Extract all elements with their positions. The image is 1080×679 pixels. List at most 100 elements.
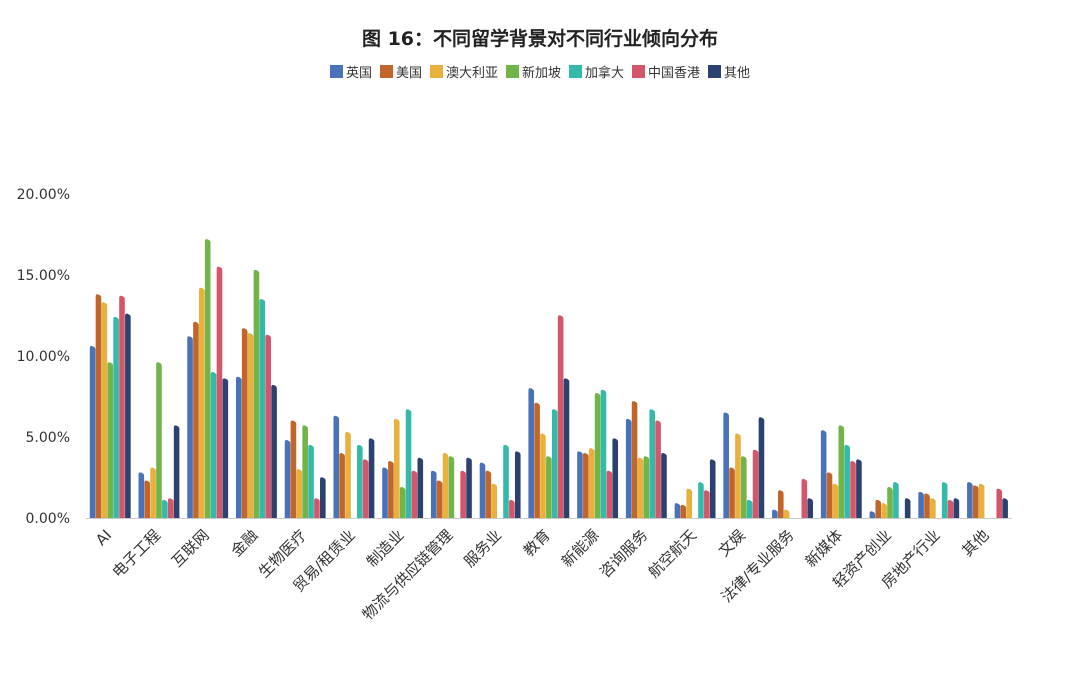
bar-其他-航空航天 bbox=[709, 459, 716, 518]
bar-加拿大-服务业 bbox=[503, 444, 509, 518]
legend-swatch bbox=[429, 65, 443, 78]
bar-其他-咨询服务 bbox=[661, 452, 667, 518]
bar-其他-电子工程 bbox=[173, 425, 180, 518]
legend-swatch bbox=[569, 65, 582, 78]
bar-美国-AI bbox=[95, 294, 102, 518]
bar-英国-其他 bbox=[967, 482, 973, 518]
x-tick-label: 文娱 bbox=[715, 526, 749, 560]
bar-新加坡-生物医疗 bbox=[302, 425, 308, 518]
bar-澳大利亚-服务业 bbox=[491, 483, 498, 518]
bar-美国-法律/专业服务 bbox=[777, 490, 784, 518]
x-tick-label: 新媒体 bbox=[802, 526, 847, 571]
bar-新加坡-文娱 bbox=[741, 456, 747, 518]
bar-澳大利亚-生物医疗 bbox=[296, 469, 303, 518]
legend-label: 英国 bbox=[345, 66, 372, 81]
bar-新加坡-新能源 bbox=[594, 393, 601, 518]
bar-新加坡-AI bbox=[107, 362, 114, 518]
bar-英国-房地产行业 bbox=[918, 491, 924, 518]
bar-澳大利亚-教育 bbox=[540, 433, 546, 518]
bar-中国香港-新媒体 bbox=[850, 461, 856, 518]
bar-澳大利亚-AI bbox=[101, 302, 108, 518]
bar-新加坡-教育 bbox=[546, 456, 552, 518]
legend-label: 中国香港 bbox=[648, 66, 701, 81]
bar-英国-贸易/租赁业 bbox=[333, 415, 340, 518]
bar-加拿大-房地产行业 bbox=[941, 482, 948, 518]
chart-title: 图 16：不同留学背景对不同行业倾向分布 bbox=[361, 28, 719, 50]
bar-其他-互联网 bbox=[222, 378, 229, 518]
y-tick-label: 15.00% bbox=[17, 268, 70, 284]
bar-中国香港-文娱 bbox=[752, 449, 759, 518]
bar-加拿大-生物医疗 bbox=[308, 444, 314, 518]
bar-美国-轻资产创业 bbox=[875, 499, 882, 518]
legend-label: 加拿大 bbox=[585, 66, 625, 81]
bar-中国香港-金融 bbox=[265, 334, 271, 518]
legend-item[interactable]: 美国 bbox=[379, 62, 422, 81]
x-tick-label: 电子工程 bbox=[109, 526, 164, 581]
bar-英国-电子工程 bbox=[138, 472, 145, 518]
bar-其他-新媒体 bbox=[856, 459, 862, 518]
bar-美国-其他 bbox=[972, 485, 979, 518]
bar-英国-新能源 bbox=[577, 451, 583, 518]
y-tick-label: 20.00% bbox=[17, 187, 70, 203]
bar-美国-教育 bbox=[534, 402, 540, 518]
legend-label: 美国 bbox=[395, 66, 422, 81]
legend-item[interactable]: 其他 bbox=[708, 62, 750, 81]
legend-item[interactable]: 新加坡 bbox=[505, 62, 561, 81]
y-tick-label: 5.00% bbox=[26, 430, 70, 446]
bar-其他-法律/专业服务 bbox=[807, 498, 813, 518]
legend-item[interactable]: 英国 bbox=[329, 62, 372, 81]
bar-其他-其他 bbox=[1002, 498, 1008, 518]
bar-其他-新能源 bbox=[612, 438, 619, 518]
bar-美国-电子工程 bbox=[144, 480, 151, 518]
x-tick-label: 其他 bbox=[959, 526, 993, 560]
bar-新加坡-互联网 bbox=[204, 239, 211, 519]
bar-中国香港-互联网 bbox=[216, 266, 223, 518]
bar-英国-文娱 bbox=[723, 412, 729, 518]
bar-澳大利亚-物流与供应链管理 bbox=[442, 452, 449, 518]
bar-新加坡-轻资产创业 bbox=[887, 486, 893, 518]
bar-澳大利亚-轻资产创业 bbox=[881, 503, 887, 518]
bar-中国香港-生物医疗 bbox=[314, 498, 320, 518]
bar-中国香港-物流与供应链管理 bbox=[460, 470, 466, 518]
legend: 英国 美国 澳大利亚 新加坡 加拿大 中国香港 其他 bbox=[0, 62, 1080, 81]
bar-加拿大-轻资产创业 bbox=[893, 482, 899, 518]
bar-其他-制造业 bbox=[417, 457, 424, 518]
bar-中国香港-法律/专业服务 bbox=[801, 478, 808, 518]
bar-加拿大-互联网 bbox=[210, 371, 217, 518]
legend-swatch bbox=[632, 65, 646, 78]
bar-英国-制造业 bbox=[382, 467, 388, 518]
bar-澳大利亚-新能源 bbox=[588, 448, 595, 518]
bar-美国-生物医疗 bbox=[290, 420, 297, 518]
bar-英国-AI bbox=[89, 346, 96, 518]
bar-中国香港-新能源 bbox=[606, 470, 613, 518]
bar-加拿大-航空航天 bbox=[698, 482, 704, 518]
bar-加拿大-新媒体 bbox=[844, 444, 850, 518]
legend-item[interactable]: 澳大利亚 bbox=[429, 62, 498, 81]
bar-加拿大-文娱 bbox=[746, 499, 753, 518]
legend-item[interactable]: 中国香港 bbox=[632, 62, 700, 81]
legend-item[interactable]: 加拿大 bbox=[569, 62, 624, 81]
legend-swatch bbox=[329, 65, 343, 78]
bar-新加坡-电子工程 bbox=[156, 362, 162, 518]
bar-其他-房地产行业 bbox=[953, 498, 960, 518]
bar-澳大利亚-文娱 bbox=[735, 433, 741, 518]
bar-澳大利亚-制造业 bbox=[393, 418, 400, 518]
bar-其他-轻资产创业 bbox=[904, 498, 911, 518]
bar-加拿大-咨询服务 bbox=[649, 409, 656, 518]
bar-英国-法律/专业服务 bbox=[772, 509, 778, 518]
x-tick-label: 服务业 bbox=[461, 526, 506, 571]
bar-澳大利亚-互联网 bbox=[199, 287, 205, 518]
bar-其他-贸易/租赁业 bbox=[368, 438, 375, 518]
bar-澳大利亚-金融 bbox=[247, 333, 254, 518]
bar-新加坡-制造业 bbox=[399, 486, 406, 518]
bar-澳大利亚-贸易/租赁业 bbox=[345, 431, 351, 518]
bar-英国-教育 bbox=[528, 388, 535, 518]
bar-加拿大-金融 bbox=[259, 299, 266, 518]
legend-swatch bbox=[708, 65, 722, 78]
bar-中国香港-服务业 bbox=[509, 499, 515, 518]
x-tick-label: 金融 bbox=[227, 526, 261, 560]
bar-加拿大-教育 bbox=[551, 409, 558, 518]
bar-澳大利亚-法律/专业服务 bbox=[783, 509, 790, 518]
bar-新加坡-新媒体 bbox=[838, 425, 845, 518]
legend-label: 其他 bbox=[724, 66, 751, 81]
